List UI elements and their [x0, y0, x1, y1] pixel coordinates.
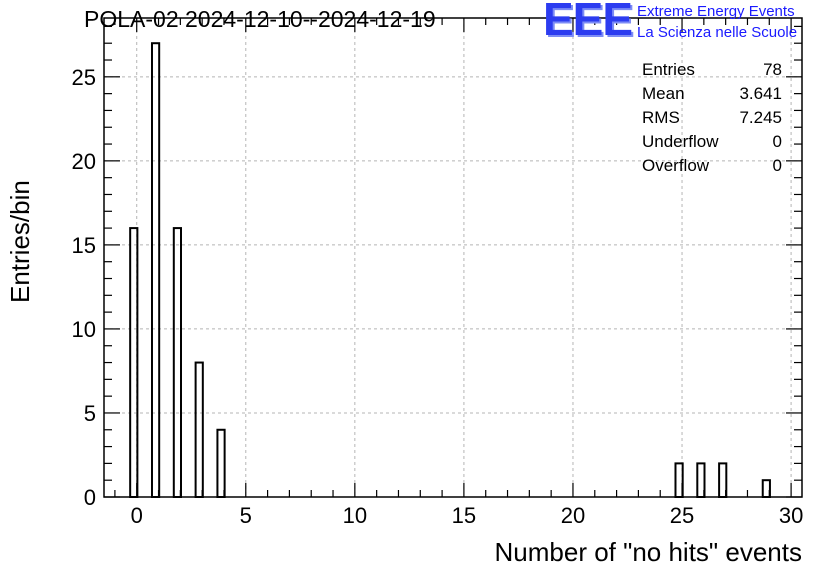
- stat-row-mean: Mean 3.641: [642, 82, 782, 106]
- stat-label: Mean: [642, 84, 685, 103]
- y-tick-label: 0: [84, 485, 96, 510]
- histogram-bar: [194, 361, 204, 498]
- x-tick-label: 30: [779, 503, 803, 528]
- x-tick-label: 15: [452, 503, 476, 528]
- x-axis-label: Number of "no hits" events: [494, 537, 803, 567]
- stat-row-overflow: Overflow 0: [642, 154, 782, 178]
- x-tick-label: 10: [343, 503, 367, 528]
- x-tick-label: 20: [561, 503, 585, 528]
- stat-label: Overflow: [642, 156, 710, 175]
- stat-label: Entries: [642, 60, 695, 79]
- stat-value: 78: [763, 60, 782, 79]
- stat-row-entries: Entries 78: [642, 58, 782, 82]
- y-tick-label: 5: [84, 401, 96, 426]
- logo-line-1: Extreme Energy Events: [637, 3, 795, 20]
- y-tick-label: 20: [72, 149, 96, 174]
- y-tick-label: 10: [72, 317, 96, 342]
- stat-value: 7.245: [739, 108, 782, 127]
- y-axis-label-wrap: Entries/bin: [5, 180, 45, 303]
- logo-line-2: La Scienza nelle Scuole: [637, 24, 798, 41]
- stat-value: 3.641: [739, 84, 782, 103]
- stat-row-underflow: Underflow 0: [642, 130, 782, 154]
- histogram-bar: [216, 428, 226, 499]
- x-tick-label: 0: [131, 503, 143, 528]
- stat-label: RMS: [642, 108, 680, 127]
- x-tick-label: 5: [240, 503, 252, 528]
- stats-box: Entries 78 Mean 3.641 RMS 7.245 Underflo…: [642, 58, 782, 178]
- stat-label: Underflow: [642, 132, 719, 151]
- chart-title: POLA-02 2024-12-10--2024-12-19: [84, 6, 436, 32]
- stat-value: 0: [772, 132, 782, 151]
- stat-row-rms: RMS 7.245: [642, 106, 782, 130]
- histogram-bar: [172, 227, 182, 499]
- stat-value: 0: [772, 156, 782, 175]
- x-tick-label: 25: [670, 503, 694, 528]
- histogram-bar: [150, 42, 161, 498]
- y-tick-label: 25: [72, 65, 96, 90]
- y-axis-label: Entries/bin: [5, 180, 35, 303]
- eee-logo: EEE: [543, 0, 633, 45]
- y-tick-label: 15: [72, 233, 96, 258]
- plot-frame: [103, 17, 803, 498]
